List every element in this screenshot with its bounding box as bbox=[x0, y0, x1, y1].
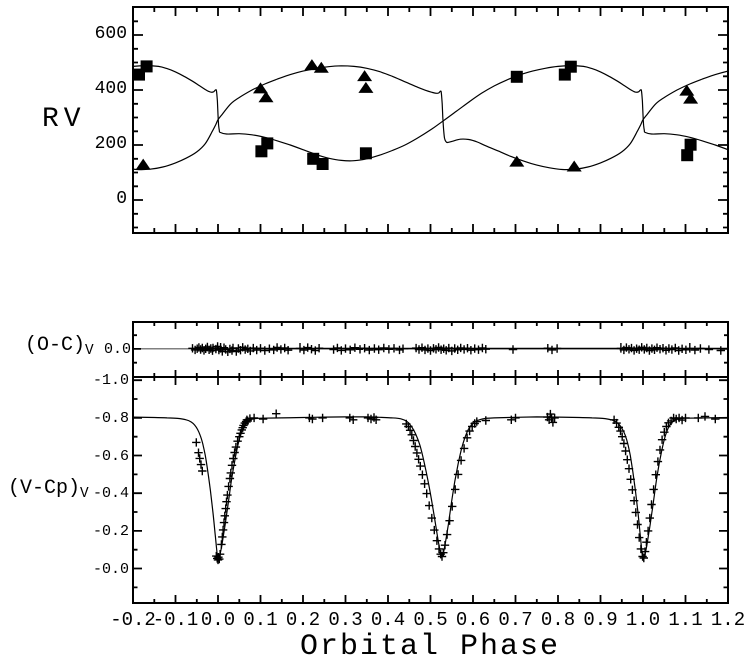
rv-axis-label: RV bbox=[42, 104, 86, 135]
lc-ytick-label: -0.2 bbox=[92, 522, 129, 540]
x-tick-label: 0.4 bbox=[370, 609, 406, 631]
lc-axis-label: (V-Cp)V bbox=[8, 477, 89, 503]
lc-ytick-label: -0.0 bbox=[92, 560, 129, 578]
primary-model-curve bbox=[133, 64, 728, 162]
x-tick-label: 1.1 bbox=[668, 609, 703, 631]
secondary-model-curve bbox=[133, 65, 728, 171]
rv-ytick-label: 400 bbox=[94, 79, 127, 100]
x-tick-label: 0.3 bbox=[328, 609, 363, 631]
x-tick-label: 1.2 bbox=[710, 609, 746, 631]
x-tick-label: 0.7 bbox=[498, 609, 533, 631]
x-tick-label: 0.5 bbox=[413, 609, 448, 631]
x-axis-title: Orbital Phase bbox=[300, 630, 561, 664]
secondary-rv-triangles bbox=[135, 59, 699, 172]
rv-ytick-label: 0 bbox=[116, 189, 127, 209]
lc-ytick-label: -0.8 bbox=[92, 409, 129, 427]
x-tick-label: 0.0 bbox=[200, 609, 236, 631]
oc-ytick-label: 0.0 bbox=[103, 341, 131, 358]
oc-axis-label-subscript: V bbox=[85, 343, 94, 360]
x-tick-label: 0.9 bbox=[583, 609, 618, 631]
rv-ytick-label: 200 bbox=[94, 134, 127, 155]
rv-panel bbox=[132, 6, 729, 234]
x-tick-label: -0.1 bbox=[152, 609, 199, 631]
x-tick-label: 1.0 bbox=[625, 609, 661, 631]
lc-ytick-label: -0.4 bbox=[92, 485, 129, 503]
oc-residuals bbox=[188, 342, 747, 356]
lc-ytick-label: -1.0 bbox=[92, 372, 129, 390]
x-tick-label: 0.6 bbox=[455, 609, 491, 631]
oc-residuals-panel bbox=[132, 321, 747, 378]
rv-ytick-label: 600 bbox=[94, 24, 127, 45]
x-tick-label: 0.8 bbox=[540, 609, 576, 631]
x-tick-label: 0.1 bbox=[243, 609, 278, 631]
x-tick-label: -0.2 bbox=[110, 609, 156, 631]
lc-model-curve bbox=[133, 416, 728, 561]
primary-rv-squares bbox=[133, 60, 697, 170]
oc-axis-label: (O-C)V bbox=[25, 334, 94, 360]
light-curve-panel bbox=[132, 376, 729, 604]
x-tick-label: 0.2 bbox=[285, 609, 321, 631]
lc-axis-label-main: (V-Cp) bbox=[8, 477, 81, 500]
lc-ytick-label: -0.6 bbox=[92, 447, 129, 465]
oc-axis-label-main: (O-C) bbox=[25, 334, 86, 357]
lc-axis-label-subscript: V bbox=[80, 486, 89, 503]
